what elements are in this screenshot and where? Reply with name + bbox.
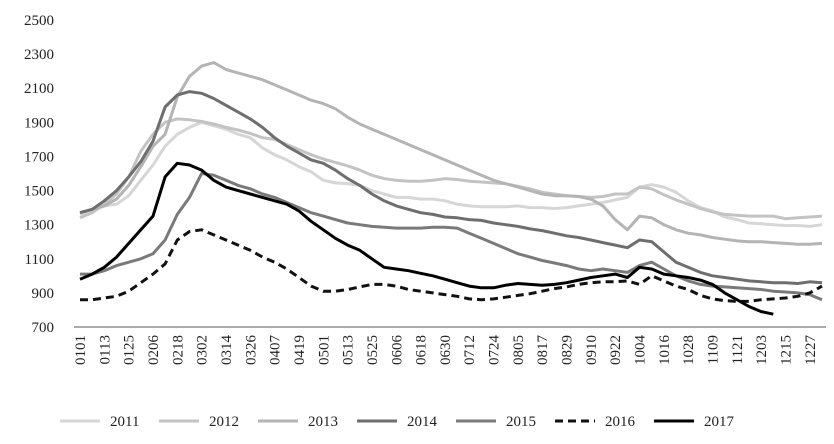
legend-label: 2011 [110,414,139,430]
x-tick-label: 0125 [122,335,138,365]
x-tick-label: 1028 [681,335,697,365]
x-tick-label: 0606 [389,335,405,366]
y-tick-label: 2500 [24,13,54,29]
legend-label: 2012 [209,414,239,430]
legend-label: 2014 [407,414,438,430]
x-tick-label: 1004 [633,335,649,366]
x-tick-label: 1121 [730,335,746,364]
x-tick-label: 0218 [170,335,186,365]
series-line-2012 [79,117,823,221]
legend-label: 2017 [704,414,735,430]
x-tick-label: 0326 [243,335,259,366]
x-tick-label: 1203 [754,335,770,365]
x-tick-label: 0513 [341,335,357,365]
series-lines [79,61,823,316]
y-tick-label: 700 [32,320,55,336]
series-line-2016 [80,228,823,303]
series-line-2013 [79,61,823,246]
legend-item-2014: 2014 [357,414,438,430]
x-tick-label: 0501 [316,335,332,365]
y-tick-label: 900 [32,286,55,302]
legend-label: 2016 [605,414,636,430]
y-tick-label: 1300 [24,218,54,234]
series-line-2017 [79,161,774,316]
x-tick-label: 0805 [511,335,527,365]
y-tick-label: 1900 [24,115,54,131]
x-tick-label: 0314 [219,335,235,366]
legend-item-2017: 2017 [654,414,735,430]
x-tick-label: 0724 [487,334,503,365]
x-tick-label: 0910 [584,335,600,365]
x-tick-label: 0630 [438,335,454,365]
x-tick-label: 0829 [560,335,576,365]
y-tick-labels: 700 900 1100 1300 1500 1700 1900 2100 2300 2500 [24,13,54,336]
legend-item-2012: 2012 [159,414,239,430]
x-tick-label: 0525 [365,335,381,365]
legend-item-2011: 2011 [60,414,139,430]
x-tick-label: 1109 [706,335,722,364]
legend-label: 2015 [506,414,536,430]
x-tick-label: 0113 [97,335,113,364]
x-tick-label: 0101 [73,335,89,365]
x-tick-label: 1227 [803,335,819,366]
legend-item-2013: 2013 [258,414,338,430]
legend-item-2015: 2015 [456,414,536,430]
legend-label: 2013 [308,414,338,430]
x-tick-label: 0206 [146,335,162,366]
x-tick-labels: 0101 0113 0125 0206 0218 0302 0314 0326 0407 0419… [73,334,819,365]
x-tick-label: 0922 [608,335,624,365]
series-line-2015 [80,172,823,302]
y-tick-label: 1700 [24,149,54,165]
x-tick-label: 1016 [657,335,673,366]
x-tick-label: 0817 [535,335,551,366]
y-tick-label: 2300 [24,47,54,63]
y-tick-label: 2100 [24,81,54,97]
x-tick-label: 1215 [779,335,795,365]
y-tick-label: 1500 [24,184,54,200]
series-line-2014 [79,90,823,285]
legend-item-2016: 2016 [555,414,636,430]
x-tick-label: 0419 [292,335,308,365]
x-tick-label: 0407 [268,335,284,366]
x-tick-label: 0712 [462,335,478,365]
y-tick-label: 1100 [25,252,54,268]
x-tick-label: 0618 [414,335,430,365]
legend: 2011 2012 2013 2014 2015 2016 2017 [60,414,735,430]
x-tick-label: 0302 [195,335,211,365]
